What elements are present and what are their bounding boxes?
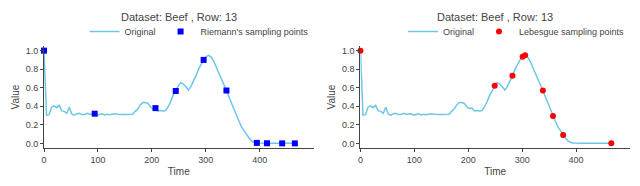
svg-text:200: 200 [461,155,476,165]
svg-text:0.2: 0.2 [26,120,39,130]
svg-text:0.8: 0.8 [26,64,39,74]
svg-text:300: 300 [515,155,530,165]
svg-text:200: 200 [144,155,159,165]
svg-text:Original: Original [125,27,156,37]
svg-text:Lebesgue sampling points: Lebesgue sampling points [519,27,624,37]
svg-text:Value: Value [326,84,337,109]
svg-text:1.0: 1.0 [26,46,39,56]
svg-text:Dataset: Beef , Row: 13: Dataset: Beef , Row: 13 [121,11,237,23]
svg-text:100: 100 [407,155,422,165]
svg-text:0.0: 0.0 [26,139,39,149]
svg-text:0.4: 0.4 [342,101,355,111]
svg-text:300: 300 [198,155,213,165]
svg-text:0.6: 0.6 [26,83,39,93]
svg-text:0: 0 [41,155,46,165]
svg-text:400: 400 [252,155,267,165]
svg-text:400: 400 [569,155,584,165]
svg-text:0.6: 0.6 [342,83,355,93]
svg-text:Value: Value [10,84,21,109]
svg-text:Dataset: Beef , Row: 13: Dataset: Beef , Row: 13 [437,11,553,23]
svg-text:0.2: 0.2 [342,120,355,130]
svg-text:100: 100 [90,155,105,165]
svg-text:Time: Time [168,166,190,177]
svg-text:1.0: 1.0 [342,46,355,56]
svg-text:0: 0 [358,155,363,165]
svg-text:Riemann's sampling points: Riemann's sampling points [201,27,309,37]
svg-text:0.4: 0.4 [26,101,39,111]
svg-text:0.8: 0.8 [342,64,355,74]
svg-text:Original: Original [443,27,474,37]
svg-text:0.0: 0.0 [342,139,355,149]
svg-text:Time: Time [484,166,506,177]
